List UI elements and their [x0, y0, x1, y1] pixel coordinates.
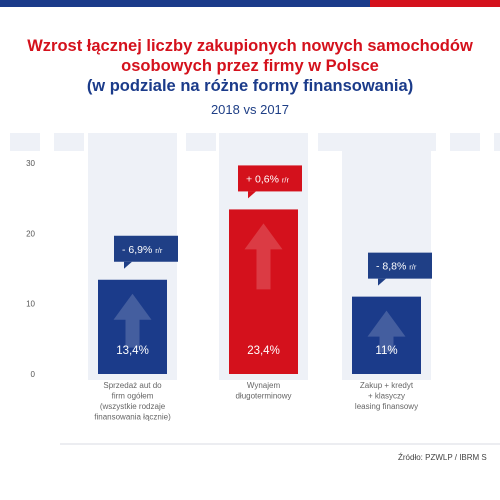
category-label-0-line-0: Sprzedaż aut do — [103, 381, 162, 390]
category-label-0-line-1: firm ogółem — [112, 392, 154, 401]
bar-2 — [352, 296, 421, 374]
bar-value-label-1: 23,4% — [247, 345, 280, 357]
y-tick-label-3: 30 — [26, 159, 35, 168]
bar-value-label-2: 11% — [375, 345, 397, 357]
change-unit-2: r/r — [409, 263, 417, 272]
arrow-up-icon-1 — [244, 223, 283, 290]
category-label-2-line-1: + klasyczy — [368, 392, 405, 401]
category-label-0-line-3: finansowania łącznie) — [94, 413, 171, 422]
chart-title: Wzrost łącznej liczby zakupionych nowych… — [0, 36, 500, 96]
title-line-2: osobowych przez firmy w Polsce — [121, 57, 379, 75]
bar-0 — [98, 279, 167, 374]
top-accent-blue — [0, 0, 370, 7]
change-callout-box-0 — [114, 235, 178, 262]
background-stripe-0 — [10, 133, 40, 151]
top-accent-bar — [0, 0, 500, 7]
bar-value-label-0: 13,4% — [116, 345, 149, 357]
category-label-2-line-0: Zakup + kredyt — [360, 381, 414, 390]
background-stripe-7 — [318, 133, 348, 151]
change-callout-text-2: - 8,8% r/r — [376, 261, 417, 273]
change-callout-pointer-1 — [248, 191, 256, 199]
chart-subtitle: 2018 vs 2017 — [210, 102, 290, 117]
y-tick-label-0: 0 — [31, 370, 36, 379]
title-line-1: Wzrost łącznej liczby zakupionych nowych… — [27, 37, 473, 55]
category-label-0-line-2: (wszystkie rodzaje — [100, 402, 166, 411]
background-stripe-10 — [450, 133, 480, 151]
top-accent-red — [370, 0, 500, 7]
source-note: Źródło: PZWLP / IBRM S — [398, 453, 487, 462]
category-label-1-line-0: Wynajem — [247, 381, 281, 390]
category-label-2-line-2: leasing finansowy — [355, 402, 418, 411]
change-callout-text-0: - 6,9% r/r — [122, 244, 163, 256]
change-value-0: - 6,9% — [122, 244, 155, 256]
y-tick-label-2: 20 — [26, 229, 35, 238]
category-label-1-line-1: długoterminowy — [235, 392, 291, 401]
background-stripe-1 — [54, 133, 84, 151]
bar-1 — [229, 209, 298, 374]
change-callout-pointer-0 — [124, 261, 132, 269]
arrow-up-icon-2 — [367, 310, 406, 353]
change-callout-box-1 — [238, 165, 302, 192]
change-unit-0: r/r — [155, 246, 163, 255]
background-stripe-4 — [186, 133, 216, 151]
background-stripe-11 — [494, 133, 500, 151]
arrow-up-icon-0 — [113, 293, 152, 348]
change-callout-box-2 — [368, 252, 432, 279]
change-value-1: + 0,6% — [246, 173, 282, 185]
change-unit-1: r/r — [282, 175, 290, 184]
title-line-3: (w podziale na różne formy finansowania) — [86, 77, 414, 95]
y-tick-label-1: 10 — [26, 300, 35, 309]
change-callout-pointer-2 — [378, 278, 386, 286]
change-callout-text-1: + 0,6% r/r — [246, 173, 289, 185]
change-value-2: - 8,8% — [376, 261, 409, 273]
